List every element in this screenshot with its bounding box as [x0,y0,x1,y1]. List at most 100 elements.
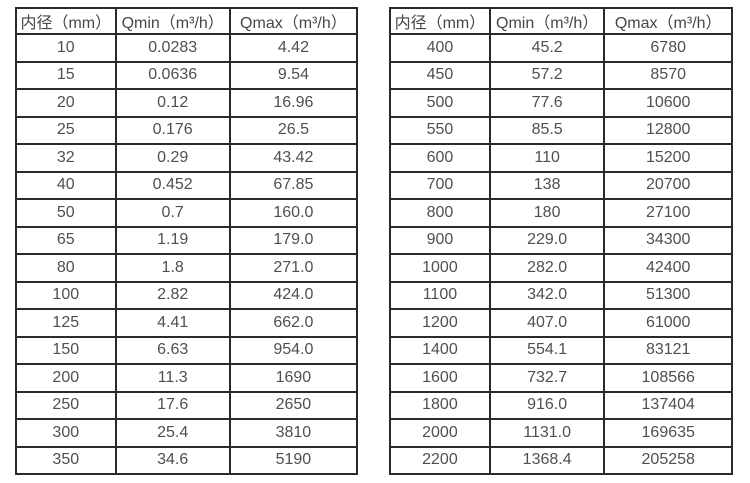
table-row: 40 0.452 67.85 [15,170,359,200]
cell: 179.0 [228,225,359,255]
cell: 450 [389,60,491,90]
cell: 1.8 [114,253,231,283]
cell: 600 [389,143,491,173]
cell: 300 [15,418,117,448]
cell: 16.96 [228,88,359,118]
cell: 2200 [389,445,491,475]
table-row: 100 2.82 424.0 [15,280,359,310]
cell: 11.3 [114,363,231,393]
cell: 424.0 [228,280,359,310]
cell: 2.82 [114,280,231,310]
cell: 25.4 [114,418,231,448]
cell: 4.42 [228,33,359,63]
cell: 2650 [228,390,359,420]
cell: 65 [15,225,117,255]
cell: 10 [15,33,117,63]
cell: 1131.0 [488,418,606,448]
cell: 3810 [228,418,359,448]
table-row: 1200 407.0 61000 [389,308,733,338]
cell: 0.12 [114,88,231,118]
cell: 32 [15,143,117,173]
cell: 2000 [389,418,491,448]
table-row: 20 0.12 16.96 [15,88,359,118]
table-row: 400 45.2 6780 [389,33,733,63]
table-row: 32 0.29 43.42 [15,143,359,173]
cell: 10600 [603,88,733,118]
cell: 5190 [228,445,359,475]
cell: 550 [389,115,491,145]
cell: 15 [15,60,117,90]
cell: 0.0283 [114,33,231,63]
cell: 800 [389,198,491,228]
cell: 17.6 [114,390,231,420]
cell: 8570 [603,60,733,90]
table-row: 250 17.6 2650 [15,390,359,420]
header-qmax: Qmax（m³/h） [603,7,733,35]
cell: 662.0 [228,308,359,338]
header-diameter: 内径（mm） [389,7,491,35]
cell: 108566 [603,363,733,393]
table-row: 2200 1368.4 205258 [389,445,733,475]
table-row: 25 0.176 26.5 [15,115,359,145]
cell: 51300 [603,280,733,310]
cell: 85.5 [488,115,606,145]
table-row: 125 4.41 662.0 [15,308,359,338]
cell: 954.0 [228,335,359,365]
table-row: 300 25.4 3810 [15,418,359,448]
cell: 43.42 [228,143,359,173]
table-row: 150 6.63 954.0 [15,335,359,365]
cell: 180 [488,198,606,228]
cell: 12800 [603,115,733,145]
cell: 0.7 [114,198,231,228]
table-row: 500 77.6 10600 [389,88,733,118]
header-diameter: 内径（mm） [15,7,117,35]
table-row: 80 1.8 271.0 [15,253,359,283]
header-row: 内径（mm） Qmin（m³/h） Qmax（m³/h） [389,7,733,35]
cell: 916.0 [488,390,606,420]
cell: 1690 [228,363,359,393]
cell: 160.0 [228,198,359,228]
table-row: 1800 916.0 137404 [389,390,733,420]
cell: 83121 [603,335,733,365]
table-row: 600 110 15200 [389,143,733,173]
cell: 700 [389,170,491,200]
cell: 110 [488,143,606,173]
cell: 169635 [603,418,733,448]
cell: 45.2 [488,33,606,63]
cell: 20 [15,88,117,118]
cell: 9.54 [228,60,359,90]
header-row: 内径（mm） Qmin（m³/h） Qmax（m³/h） [15,7,359,35]
cell: 50 [15,198,117,228]
table-body: 400 45.2 6780 450 57.2 8570 500 77.6 10600 550 85.… [389,33,733,475]
table-row: 350 34.6 5190 [15,445,359,475]
cell: 15200 [603,143,733,173]
table-row: 450 57.2 8570 [389,60,733,90]
cell: 1400 [389,335,491,365]
cell: 0.0636 [114,60,231,90]
cell: 80 [15,253,117,283]
cell: 1200 [389,308,491,338]
cell: 1800 [389,390,491,420]
cell: 25 [15,115,117,145]
flow-table-large-diameters: 内径（mm） Qmin（m³/h） Qmax（m³/h） 400 45.2 6780… [389,7,733,475]
table-row: 1400 554.1 83121 [389,335,733,365]
table-row: 1100 342.0 51300 [389,280,733,310]
cell: 100 [15,280,117,310]
cell: 61000 [603,308,733,338]
cell: 6.63 [114,335,231,365]
table-row: 10 0.0283 4.42 [15,33,359,63]
table-row: 2000 1131.0 169635 [389,418,733,448]
cell: 1368.4 [488,445,606,475]
table-row: 700 138 20700 [389,170,733,200]
cell: 342.0 [488,280,606,310]
cell: 150 [15,335,117,365]
cell: 34.6 [114,445,231,475]
cell: 500 [389,88,491,118]
cell: 350 [15,445,117,475]
cell: 271.0 [228,253,359,283]
cell: 900 [389,225,491,255]
cell: 407.0 [488,308,606,338]
table-row: 900 229.0 34300 [389,225,733,255]
cell: 40 [15,170,117,200]
